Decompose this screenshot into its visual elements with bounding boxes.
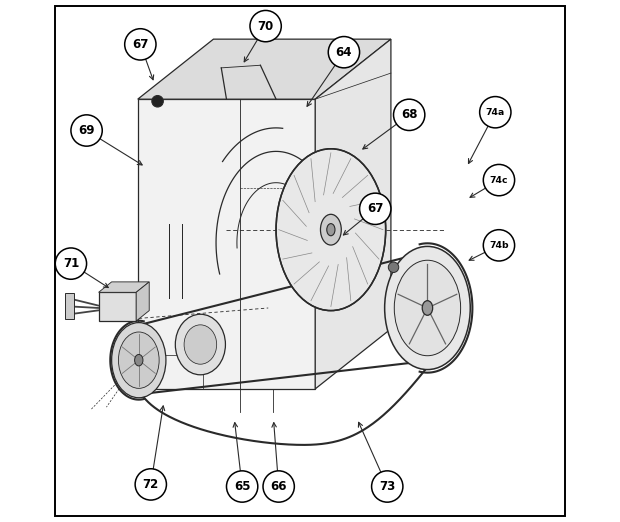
Text: 68: 68 bbox=[401, 109, 417, 121]
Text: 66: 66 bbox=[270, 480, 287, 493]
Ellipse shape bbox=[321, 215, 341, 245]
Circle shape bbox=[394, 99, 425, 130]
Text: 64: 64 bbox=[335, 46, 352, 58]
Ellipse shape bbox=[422, 301, 433, 315]
Ellipse shape bbox=[175, 314, 226, 375]
Text: 69: 69 bbox=[78, 124, 95, 137]
Circle shape bbox=[388, 262, 399, 272]
Circle shape bbox=[484, 164, 515, 196]
Text: 74a: 74a bbox=[485, 108, 505, 117]
Text: 73: 73 bbox=[379, 480, 396, 493]
Circle shape bbox=[125, 29, 156, 60]
Ellipse shape bbox=[394, 260, 461, 355]
Ellipse shape bbox=[112, 323, 166, 398]
Text: eReplacementParts.com: eReplacementParts.com bbox=[234, 260, 386, 272]
Bar bbox=[99, 292, 136, 321]
Circle shape bbox=[328, 37, 360, 68]
Bar bbox=[64, 293, 74, 319]
Text: 67: 67 bbox=[367, 203, 383, 215]
Text: 67: 67 bbox=[132, 38, 149, 51]
Polygon shape bbox=[99, 282, 149, 292]
Text: 71: 71 bbox=[63, 257, 79, 270]
Ellipse shape bbox=[184, 325, 216, 364]
Circle shape bbox=[371, 471, 403, 502]
Ellipse shape bbox=[276, 149, 386, 311]
Polygon shape bbox=[138, 39, 391, 99]
Circle shape bbox=[226, 471, 258, 502]
Circle shape bbox=[263, 471, 294, 502]
Text: 72: 72 bbox=[143, 478, 159, 491]
Circle shape bbox=[250, 10, 281, 42]
Ellipse shape bbox=[384, 246, 470, 370]
Text: 74b: 74b bbox=[489, 241, 509, 250]
Text: 70: 70 bbox=[257, 20, 274, 32]
Ellipse shape bbox=[118, 332, 159, 388]
Circle shape bbox=[55, 248, 87, 279]
Polygon shape bbox=[315, 39, 391, 389]
Ellipse shape bbox=[135, 354, 143, 366]
Text: 74c: 74c bbox=[490, 175, 508, 185]
Polygon shape bbox=[138, 99, 315, 389]
Circle shape bbox=[152, 96, 163, 107]
Circle shape bbox=[480, 97, 511, 128]
Text: 65: 65 bbox=[234, 480, 250, 493]
Circle shape bbox=[71, 115, 102, 146]
Circle shape bbox=[484, 230, 515, 261]
Circle shape bbox=[360, 193, 391, 224]
Ellipse shape bbox=[327, 223, 335, 236]
Circle shape bbox=[135, 469, 166, 500]
Polygon shape bbox=[136, 282, 149, 321]
